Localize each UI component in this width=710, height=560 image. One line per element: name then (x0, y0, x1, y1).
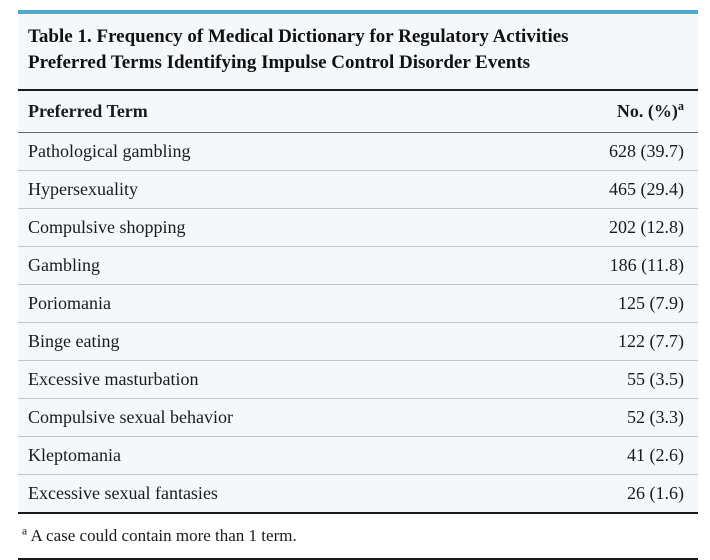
table-title-line-2: Preferred Terms Identifying Impulse Cont… (28, 50, 684, 76)
table-row: Gambling186 (11.8) (18, 247, 698, 285)
col-count: No. (%)a (493, 91, 698, 133)
table-row: Compulsive sexual behavior52 (3.3) (18, 399, 698, 437)
cell-count: 41 (2.6) (493, 437, 698, 475)
cell-term: Excessive masturbation (18, 361, 493, 399)
cell-count: 122 (7.7) (493, 323, 698, 361)
table-footnote: a A case could contain more than 1 term. (18, 516, 698, 560)
table-header-row: Preferred Term No. (%)a (18, 91, 698, 133)
col-count-label: No. (%) (617, 101, 678, 121)
table-body: Pathological gambling628 (39.7)Hypersexu… (18, 133, 698, 514)
cell-term: Poriomania (18, 285, 493, 323)
table-row: Hypersexuality465 (29.4) (18, 171, 698, 209)
cell-count: 465 (29.4) (493, 171, 698, 209)
table-row: Binge eating122 (7.7) (18, 323, 698, 361)
cell-count: 628 (39.7) (493, 133, 698, 171)
table-row: Compulsive shopping202 (12.8) (18, 209, 698, 247)
cell-term: Excessive sexual fantasies (18, 475, 493, 514)
cell-count: 26 (1.6) (493, 475, 698, 514)
cell-term: Hypersexuality (18, 171, 493, 209)
cell-term: Binge eating (18, 323, 493, 361)
table-row: Kleptomania41 (2.6) (18, 437, 698, 475)
table-row: Excessive masturbation55 (3.5) (18, 361, 698, 399)
table-title-line-1: Table 1. Frequency of Medical Dictionary… (28, 24, 684, 50)
cell-count: 52 (3.3) (493, 399, 698, 437)
cell-count: 202 (12.8) (493, 209, 698, 247)
cell-count: 125 (7.9) (493, 285, 698, 323)
table-row: Poriomania125 (7.9) (18, 285, 698, 323)
medical-terms-table: Table 1. Frequency of Medical Dictionary… (18, 10, 698, 514)
footnote-text: A case could contain more than 1 term. (27, 526, 297, 545)
col-count-sup: a (678, 99, 684, 113)
col-preferred-term: Preferred Term (18, 91, 493, 133)
cell-count: 55 (3.5) (493, 361, 698, 399)
cell-term: Compulsive shopping (18, 209, 493, 247)
cell-term: Gambling (18, 247, 493, 285)
table-row: Pathological gambling628 (39.7) (18, 133, 698, 171)
cell-term: Kleptomania (18, 437, 493, 475)
frequency-table: Preferred Term No. (%)a Pathological gam… (18, 91, 698, 514)
cell-term: Compulsive sexual behavior (18, 399, 493, 437)
table-title: Table 1. Frequency of Medical Dictionary… (18, 14, 698, 91)
cell-term: Pathological gambling (18, 133, 493, 171)
table-row: Excessive sexual fantasies26 (1.6) (18, 475, 698, 514)
cell-count: 186 (11.8) (493, 247, 698, 285)
